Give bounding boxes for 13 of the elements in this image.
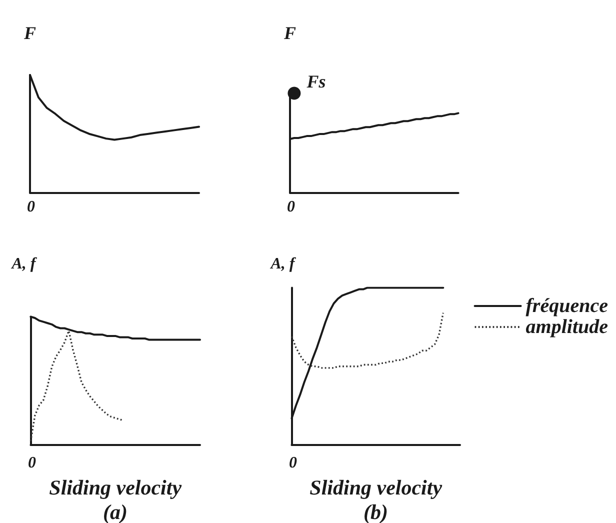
x-axis-title: Sliding velocity	[310, 476, 443, 500]
legend-label: fréquence	[526, 295, 608, 317]
x-axis-title: Sliding velocity	[49, 476, 182, 500]
text: 0	[28, 454, 36, 472]
series-label: Fs	[306, 71, 326, 92]
y-axis-title: F	[282, 23, 296, 43]
legend-label: amplitude	[526, 316, 608, 338]
y-axis-title: A, f	[270, 256, 296, 273]
text: 0	[27, 198, 35, 216]
y-axis-title: A, f	[10, 256, 38, 273]
text: 0	[289, 454, 297, 472]
y-axis-title: F	[22, 23, 36, 43]
text: 0	[287, 198, 295, 216]
